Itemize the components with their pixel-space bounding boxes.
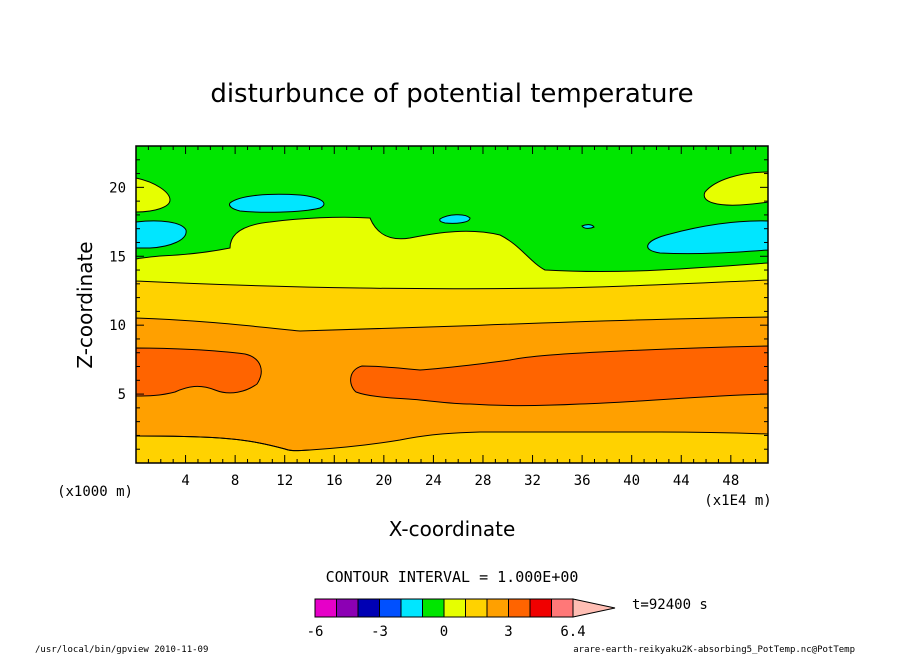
y-tick-label: 20 xyxy=(109,180,126,196)
x-tick-label: 12 xyxy=(276,473,293,489)
colorbar-bin xyxy=(486,598,509,618)
contour-interval: CONTOUR INTERVAL = 1.000E+00 xyxy=(326,568,579,586)
footer-left: /usr/local/bin/gpview 2010-11-09 xyxy=(35,645,208,654)
band-4-5-cell-left xyxy=(136,347,262,397)
band-4-5-cell-right xyxy=(350,345,768,406)
band-neg1-0-cell-right xyxy=(647,220,768,255)
colorbar-bin xyxy=(422,598,445,618)
x-tick-label: 4 xyxy=(181,473,189,489)
colorbar-bin xyxy=(508,598,531,618)
colorbar-tick-label: -6 xyxy=(307,624,324,640)
colorbar-ticks: -6 -3 0 3 6.4 xyxy=(307,624,586,640)
band-neg1-0-cell-small xyxy=(439,214,471,224)
x-tick-label: 8 xyxy=(231,473,239,489)
y-axis-label: Z-coordinate xyxy=(73,241,97,368)
band-neg1-0-cell-left xyxy=(136,220,187,249)
plot-frame xyxy=(135,145,769,464)
contour-line-2 xyxy=(136,435,311,452)
colorbar-bin xyxy=(336,598,359,618)
colorbar xyxy=(314,598,616,618)
colorbar-bin xyxy=(357,598,380,618)
colorbar-bin xyxy=(551,598,574,618)
footer-right: arare-earth-reikyaku2K-absorbing5_PotTem… xyxy=(573,645,855,654)
colorbar-bin xyxy=(314,598,337,618)
x-tick-label: 44 xyxy=(673,473,690,489)
x-tick-label: 16 xyxy=(326,473,343,489)
y-unit-label: (x1000 m) xyxy=(57,484,133,500)
time-label: t=92400 s xyxy=(632,597,708,613)
plot-area xyxy=(136,146,768,463)
x-tick-label: 40 xyxy=(623,473,640,489)
x-tick-label: 28 xyxy=(475,473,492,489)
y-axis-ticks: 5 10 15 20 xyxy=(109,159,768,450)
y-tick-label: 15 xyxy=(109,249,126,265)
band-neg1-0-cell-top xyxy=(229,193,325,213)
x-axis-label: X-coordinate xyxy=(389,517,516,541)
y-tick-label: 10 xyxy=(109,318,126,334)
band-1-2-cell-right xyxy=(703,171,768,206)
colorbar-bin xyxy=(379,598,402,618)
y-tick-label: 5 xyxy=(118,387,126,403)
colorbar-bin xyxy=(443,598,466,618)
colorbar-tick-label: 3 xyxy=(504,624,512,640)
colorbar-tick-label: 0 xyxy=(440,624,448,640)
colorbar-bin xyxy=(400,598,423,618)
x-tick-label: 20 xyxy=(375,473,392,489)
colorbar-tick-label: 6.4 xyxy=(560,624,585,640)
chart-title: disturbunce of potential temperature xyxy=(210,79,693,109)
x-axis-ticks: 4 8 12 16 20 24 28 32 36 40 44 48 xyxy=(147,146,757,489)
x-tick-label: 48 xyxy=(722,473,739,489)
x-unit-label: (x1E4 m) xyxy=(704,493,771,509)
colorbar-tick-label: -3 xyxy=(371,624,388,640)
colorbar-bin xyxy=(529,598,552,618)
colorbar-bin xyxy=(465,598,488,618)
band-neg1-0-cell-tiny xyxy=(581,224,595,229)
x-tick-label: 32 xyxy=(524,473,541,489)
band-1-2-cell-left xyxy=(136,177,171,213)
x-tick-label: 36 xyxy=(574,473,591,489)
band-0-1 xyxy=(136,146,768,272)
colorbar-extend-arrow xyxy=(572,598,616,618)
x-tick-label: 24 xyxy=(425,473,442,489)
